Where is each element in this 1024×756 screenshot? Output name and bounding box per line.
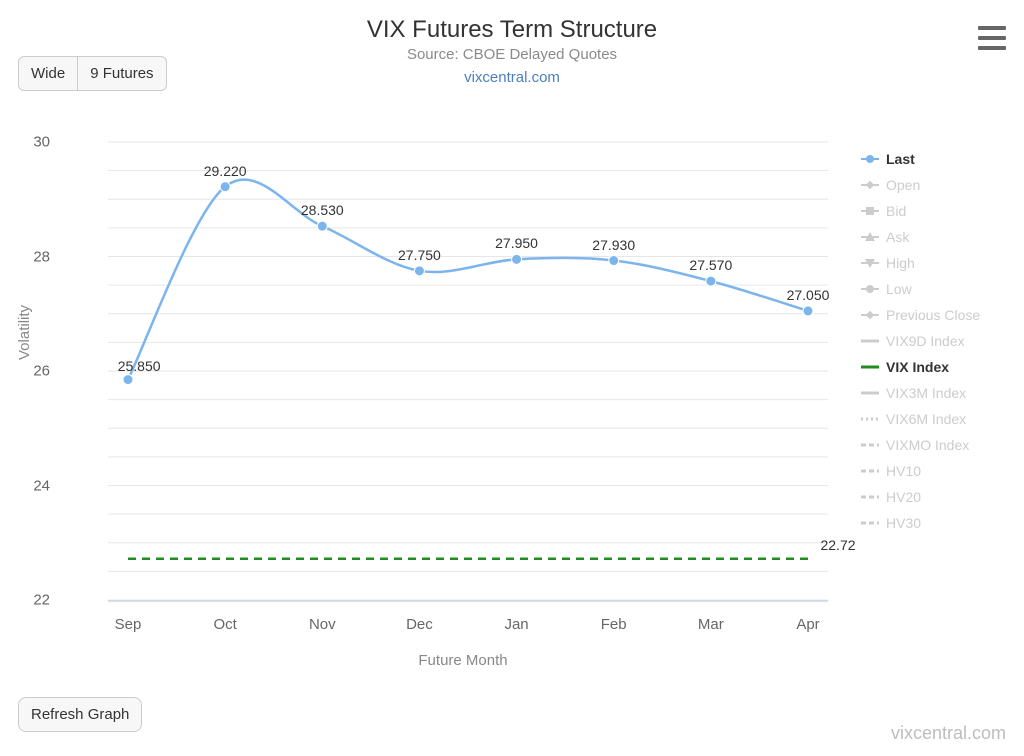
legend-swatch-icon bbox=[860, 438, 880, 452]
y-tick-label: 26 bbox=[26, 363, 50, 380]
chart-svg bbox=[78, 134, 848, 608]
data-point-label: 25.850 bbox=[118, 358, 161, 374]
legend-label: Previous Close bbox=[886, 307, 980, 323]
legend-item-vix3m-index[interactable]: VIX3M Index bbox=[860, 380, 1010, 406]
data-point-label: 27.930 bbox=[592, 237, 635, 253]
chart-menu-icon[interactable] bbox=[978, 26, 1006, 50]
legend-label: VIX9D Index bbox=[886, 333, 965, 349]
legend-item-last[interactable]: Last bbox=[860, 146, 1010, 172]
legend-item-low[interactable]: Low bbox=[860, 276, 1010, 302]
x-tick-label: Sep bbox=[115, 616, 142, 633]
legend-item-vix6m-index[interactable]: VIX6M Index bbox=[860, 406, 1010, 432]
legend-swatch-icon bbox=[860, 464, 880, 478]
y-tick-label: 22 bbox=[26, 592, 50, 609]
legend-item-open[interactable]: Open bbox=[860, 172, 1010, 198]
legend-swatch-icon bbox=[860, 204, 880, 218]
legend-item-high[interactable]: High bbox=[860, 250, 1010, 276]
x-tick-label: Feb bbox=[601, 616, 627, 633]
vix-index-label: 22.72 bbox=[820, 537, 855, 553]
y-tick-label: 30 bbox=[26, 134, 50, 151]
source-link[interactable]: vixcentral.com bbox=[464, 69, 560, 86]
chart-legend: Last Open Bid Ask High Low Previous Close VIX9D… bbox=[860, 146, 1010, 536]
view-toggle-group: Wide 9 Futures bbox=[18, 56, 167, 91]
data-point-label: 27.570 bbox=[689, 257, 732, 273]
data-point-label: 27.950 bbox=[495, 235, 538, 251]
legend-swatch-icon bbox=[860, 152, 880, 166]
legend-label: VIX6M Index bbox=[886, 411, 966, 427]
legend-label: VIXMO Index bbox=[886, 437, 969, 453]
legend-swatch-icon bbox=[860, 178, 880, 192]
legend-swatch-icon bbox=[860, 412, 880, 426]
legend-item-previous-close[interactable]: Previous Close bbox=[860, 302, 1010, 328]
futures-count-button[interactable]: 9 Futures bbox=[77, 56, 166, 91]
legend-label: Low bbox=[886, 281, 912, 297]
x-tick-label: Apr bbox=[796, 616, 819, 633]
legend-item-vix9d-index[interactable]: VIX9D Index bbox=[860, 328, 1010, 354]
legend-item-vixmo-index[interactable]: VIXMO Index bbox=[860, 432, 1010, 458]
legend-label: High bbox=[886, 255, 915, 271]
data-point-label: 29.220 bbox=[204, 163, 247, 179]
legend-label: HV30 bbox=[886, 515, 921, 531]
legend-label: VIX3M Index bbox=[886, 385, 966, 401]
y-tick-label: 28 bbox=[26, 248, 50, 265]
wide-button[interactable]: Wide bbox=[18, 56, 78, 91]
legend-swatch-icon bbox=[860, 282, 880, 296]
refresh-graph-button[interactable]: Refresh Graph bbox=[18, 697, 142, 732]
x-tick-label: Jan bbox=[504, 616, 528, 633]
legend-item-vix-index[interactable]: VIX Index bbox=[860, 354, 1010, 380]
legend-swatch-icon bbox=[860, 230, 880, 244]
x-tick-label: Mar bbox=[698, 616, 724, 633]
legend-swatch-icon bbox=[860, 516, 880, 530]
legend-swatch-icon bbox=[860, 490, 880, 504]
legend-swatch-icon bbox=[860, 256, 880, 270]
chart-plot-area: 25.850 29.220 28.530 27.750 27.950 27.930 27.5… bbox=[78, 134, 848, 608]
legend-label: HV10 bbox=[886, 463, 921, 479]
legend-label: Last bbox=[886, 151, 915, 167]
x-tick-label: Nov bbox=[309, 616, 336, 633]
legend-item-bid[interactable]: Bid bbox=[860, 198, 1010, 224]
legend-item-ask[interactable]: Ask bbox=[860, 224, 1010, 250]
data-point-label: 27.050 bbox=[787, 287, 830, 303]
legend-swatch-icon bbox=[860, 308, 880, 322]
x-tick-label: Dec bbox=[406, 616, 433, 633]
legend-swatch-icon bbox=[860, 360, 880, 374]
watermark-text: vixcentral.com bbox=[891, 723, 1006, 744]
data-point-label: 28.530 bbox=[301, 202, 344, 218]
legend-item-hv10[interactable]: HV10 bbox=[860, 458, 1010, 484]
x-tick-label: Oct bbox=[213, 616, 236, 633]
x-axis-label: Future Month bbox=[78, 652, 848, 669]
legend-swatch-icon bbox=[860, 386, 880, 400]
y-axis-label: Volatility bbox=[16, 305, 33, 360]
legend-item-hv20[interactable]: HV20 bbox=[860, 484, 1010, 510]
legend-label: Ask bbox=[886, 229, 909, 245]
legend-item-hv30[interactable]: HV30 bbox=[860, 510, 1010, 536]
chart-title: VIX Futures Term Structure bbox=[0, 16, 1024, 44]
y-tick-label: 24 bbox=[26, 477, 50, 494]
legend-label: Open bbox=[886, 177, 920, 193]
data-point-label: 27.750 bbox=[398, 247, 441, 263]
legend-label: HV20 bbox=[886, 489, 921, 505]
legend-label: VIX Index bbox=[886, 359, 949, 375]
legend-swatch-icon bbox=[860, 334, 880, 348]
legend-label: Bid bbox=[886, 203, 906, 219]
